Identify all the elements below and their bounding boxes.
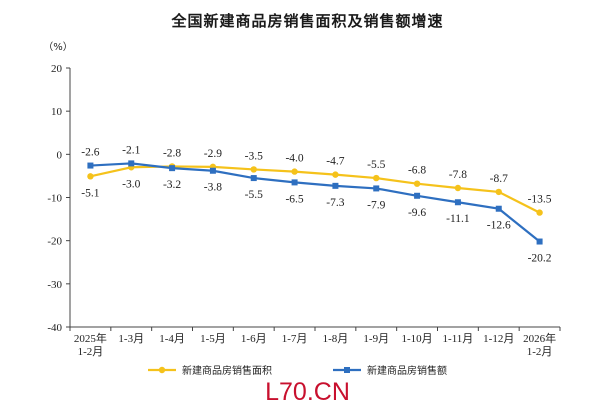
data-label-area: -5.1 <box>81 187 99 199</box>
data-label-sales: -11.1 <box>446 213 470 225</box>
data-label-sales: -12.6 <box>487 220 511 232</box>
data-label-sales: -6.5 <box>285 193 303 205</box>
series-1-point <box>332 171 339 178</box>
data-label-area: -4.0 <box>285 153 303 165</box>
series-2-point <box>128 160 135 167</box>
data-label-area: -13.5 <box>528 194 552 206</box>
chart-title: 全国新建商品房销售面积及销售额增速 <box>171 12 444 30</box>
series-2-point <box>87 162 94 169</box>
axes: 20 10 0 -10 -20 -30 -40 2025年 1-2月 1-3月 1-4月 1-5月 1-… <box>47 63 561 358</box>
data-label-sales: -3.8 <box>204 182 222 194</box>
series-line-2 <box>90 162 541 243</box>
data-label-area: -2.9 <box>204 148 222 160</box>
series-2-point <box>414 192 421 199</box>
data-label-sales: -9.6 <box>408 207 426 219</box>
data-label-area: -3.5 <box>245 150 263 162</box>
x-tick-label: 2026年 1-2月 <box>523 331 556 358</box>
y-tick-label: -10 <box>47 193 62 205</box>
data-label-sales: -2.1 <box>122 144 140 156</box>
x-tick-label: 1-7月 <box>282 333 308 345</box>
series-2-point <box>536 238 543 245</box>
x-tick-label: 1-6月 <box>241 333 267 345</box>
series-2-point <box>332 182 339 189</box>
series-2-point <box>209 167 216 174</box>
data-label-area: -5.5 <box>367 159 385 171</box>
series-2-point <box>373 185 380 192</box>
series-2-point <box>250 175 257 182</box>
data-label-area: -4.7 <box>326 156 344 168</box>
data-label-sales: -2.6 <box>81 147 99 159</box>
legend-label-1: 新建商品房销售面积 <box>182 364 272 377</box>
y-tick-label: -40 <box>47 322 62 334</box>
x-tick-label: 1-3月 <box>118 333 144 345</box>
series-lines <box>87 160 543 245</box>
series-2-point <box>291 179 298 186</box>
series-line-1 <box>90 165 541 214</box>
x-tick-label: 1-11月 <box>443 333 474 345</box>
series-1-point <box>291 168 298 175</box>
y-tick-label: 0 <box>57 149 63 161</box>
y-tick-label: -20 <box>47 236 62 248</box>
series-1-point <box>495 188 502 196</box>
y-tick-label: 10 <box>51 106 63 118</box>
series-1-point <box>536 209 543 216</box>
x-tick-label: 1-10月 <box>401 333 432 345</box>
legend: 新建商品房销售面积 新建商品房销售额 <box>148 364 447 377</box>
legend-label-2: 新建商品房销售额 <box>367 364 447 377</box>
series-1-point <box>250 166 257 173</box>
series-2-point <box>454 199 461 206</box>
series-2-point <box>169 165 176 172</box>
x-tick-label: 2025年 1-2月 <box>74 331 107 358</box>
data-label-area: -2.8 <box>163 147 181 159</box>
data-label-area: -8.7 <box>490 173 508 185</box>
data-labels: -5.1 -2.6 -3.0 -2.1 -2.8 -3.2 -2.9 -3.8 -3.5 -5.5… <box>81 144 551 264</box>
legend-marker-2 <box>344 367 350 373</box>
data-label-sales: -7.9 <box>367 199 385 211</box>
x-tick-label: 1-5月 <box>200 333 226 345</box>
series-1-point <box>373 174 380 182</box>
legend-marker-1 <box>158 366 166 374</box>
data-label-sales: -20.2 <box>528 253 552 265</box>
series-1-point <box>454 184 462 192</box>
x-tick-label: 1-4月 <box>159 333 185 345</box>
data-label-area: -6.8 <box>408 165 426 177</box>
y-tick-label: -30 <box>47 279 62 291</box>
data-label-sales: -7.3 <box>326 197 344 209</box>
series-2-point <box>495 205 502 212</box>
x-tick-label: 1-9月 <box>363 333 389 345</box>
y-axis-unit-label: （%） <box>43 41 73 53</box>
data-label-area: -7.8 <box>449 169 467 181</box>
series-1-point <box>87 173 94 180</box>
watermark-logo: L70.CN <box>265 378 350 406</box>
x-tick-label: 1-8月 <box>323 333 349 345</box>
data-label-sales: -3.2 <box>163 179 181 191</box>
y-tick-label: 20 <box>51 63 63 75</box>
x-tick-label: 1-12月 <box>483 333 514 345</box>
data-label-sales: -5.5 <box>245 189 263 201</box>
series-1-point <box>413 180 421 187</box>
data-label-area: -3.0 <box>122 178 140 190</box>
